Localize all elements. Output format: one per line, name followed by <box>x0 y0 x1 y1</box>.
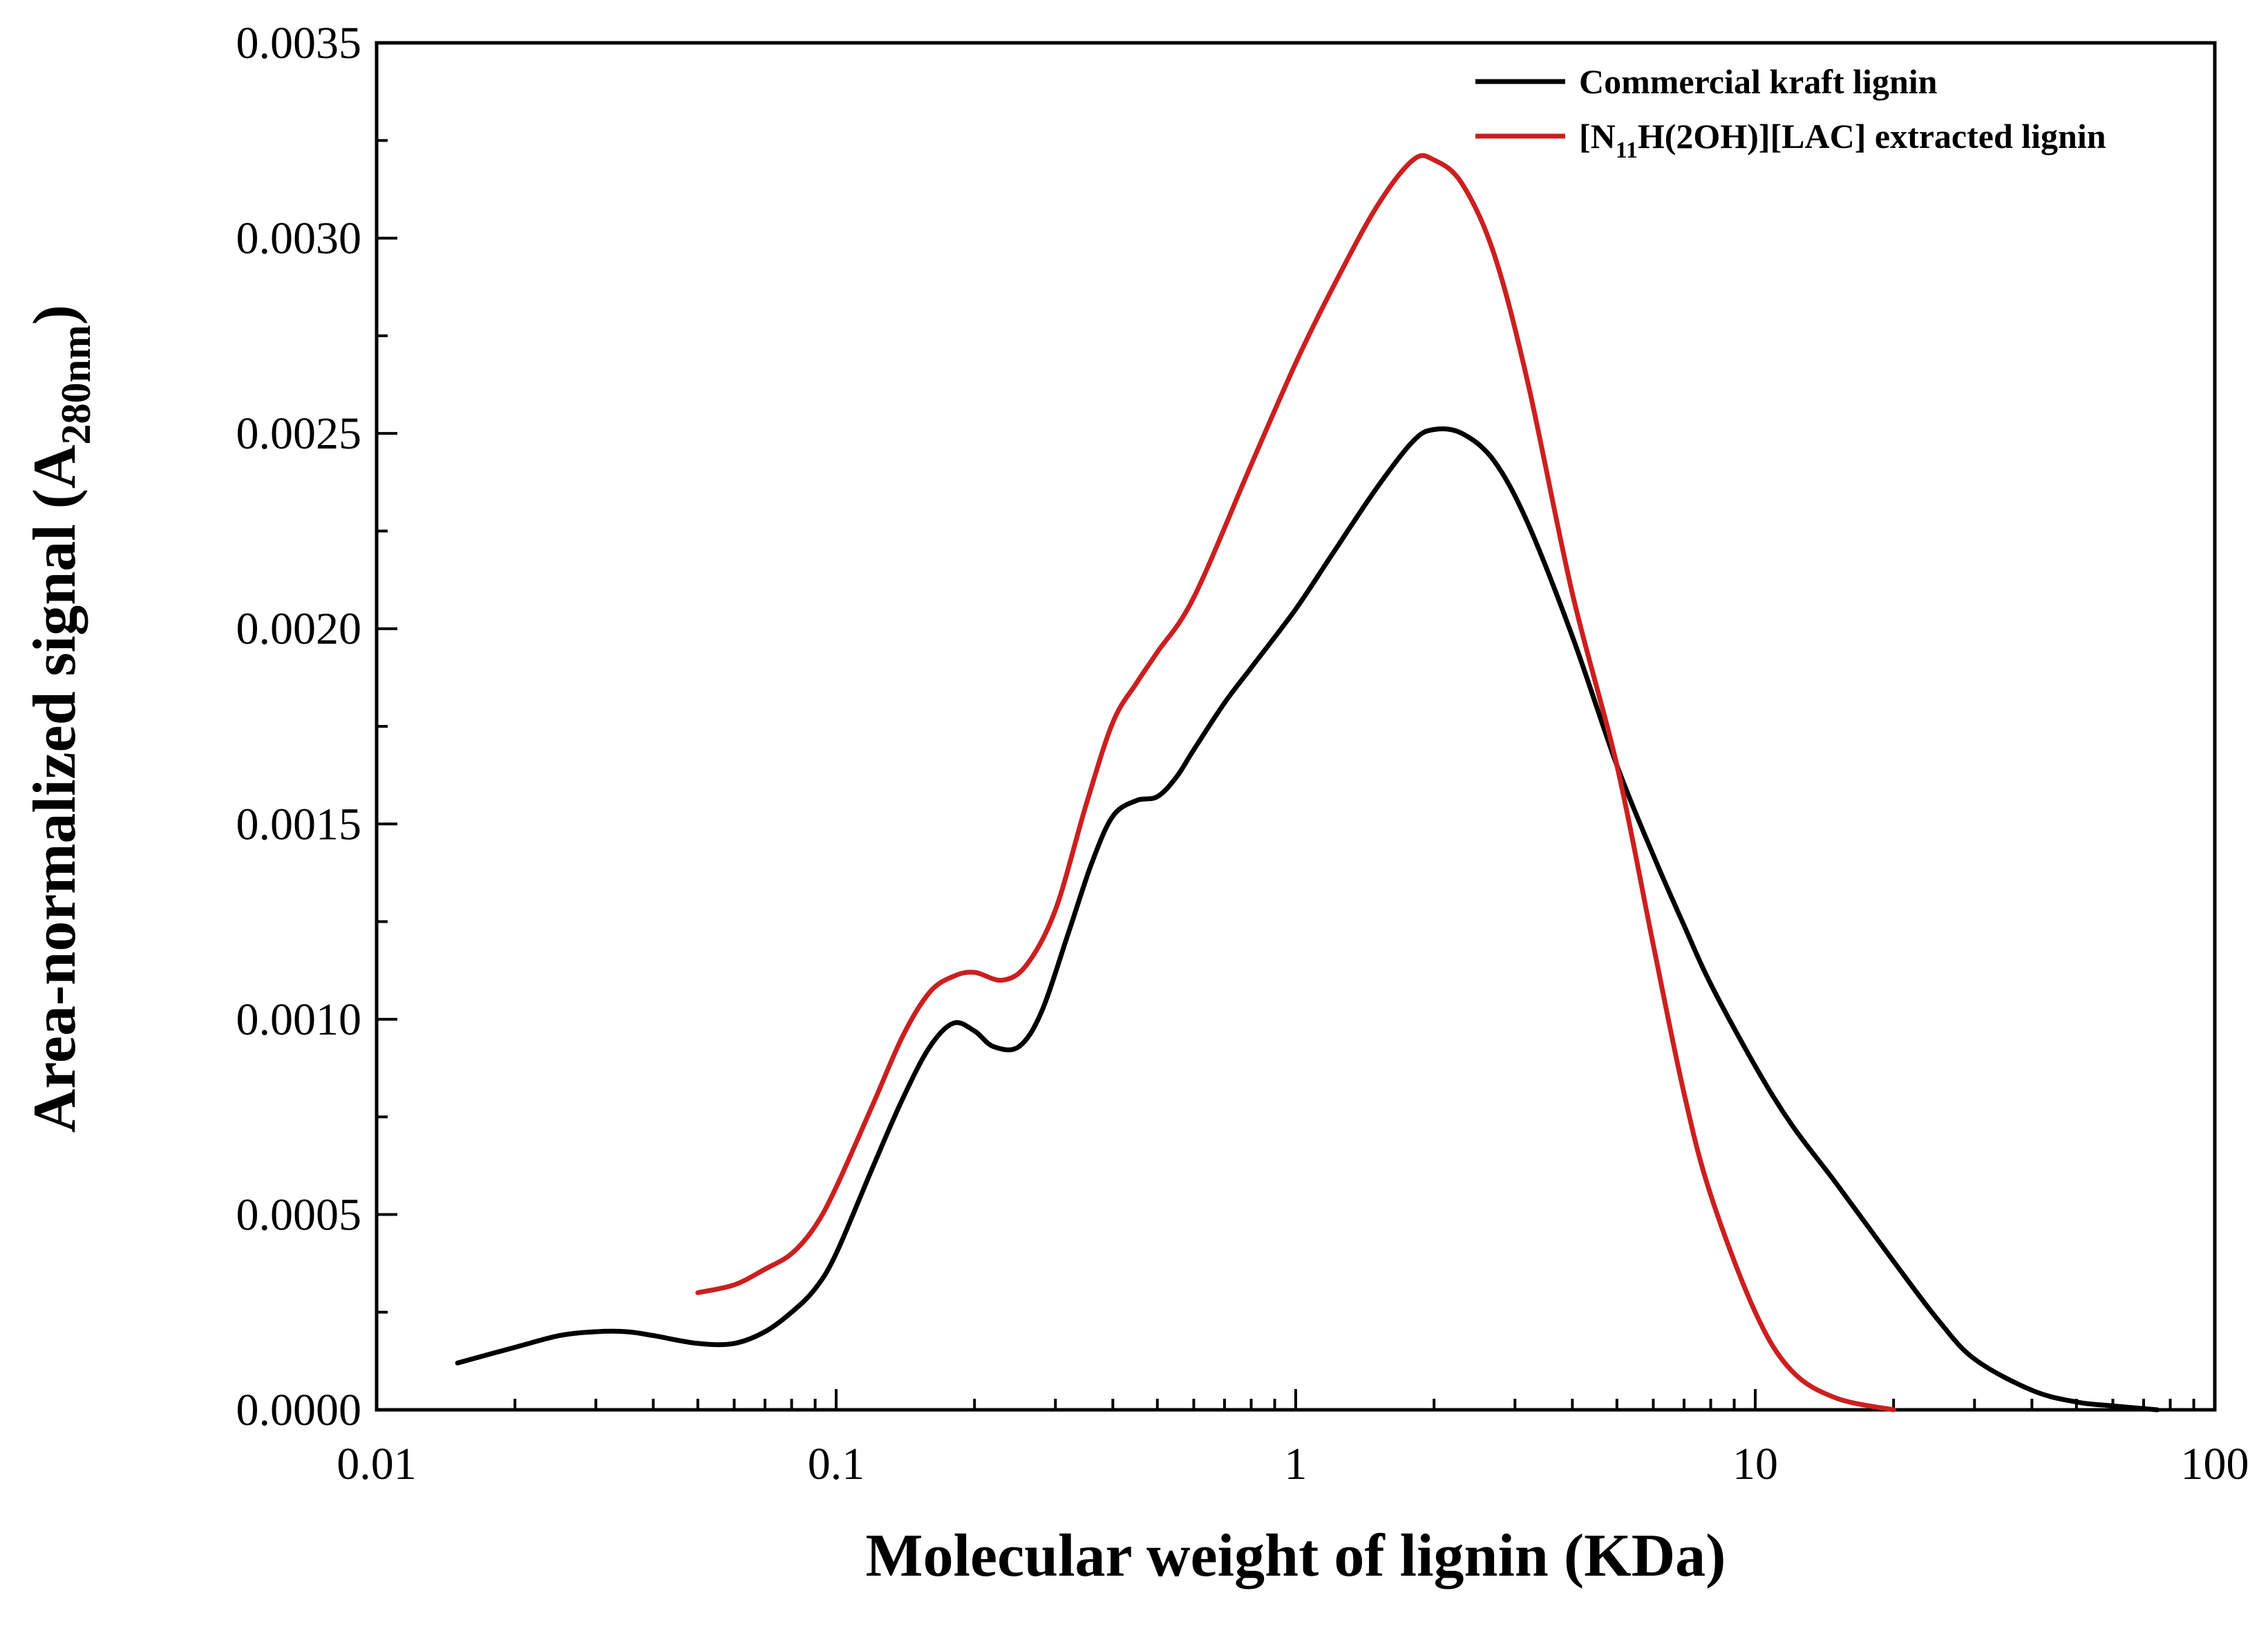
plot-area-frame <box>375 41 2217 1412</box>
y-axis-ticks: 0.0000 0.0005 0.0010 0.0015 0.0020 0.0025 0.00… <box>236 18 397 1435</box>
y-tick-label: 0.0025 <box>236 408 362 459</box>
x-axis-ticks: 0.01 0.1 1 10 100 <box>337 1389 2249 1489</box>
x-tick-label: 0.1 <box>808 1439 865 1489</box>
legend-label-commercial-kraft-lignin: Commercial kraft lignin <box>1579 62 1938 101</box>
y-tick-label: 0.0030 <box>236 214 362 264</box>
y-tick-label: 0.0020 <box>236 604 362 654</box>
x-axis-title: Molecular weight of lignin (KDa) <box>866 1522 1726 1589</box>
x-tick-label: 0.01 <box>337 1439 417 1489</box>
y-axis-title: Area-normalized signal (A280nm) <box>21 305 99 1133</box>
legend-label-extracted-lignin: [N11H(2OH)][LAC] extracted lignin <box>1579 117 2106 163</box>
y-tick-label: 0.0015 <box>236 799 362 849</box>
series-line-extracted-lignin <box>695 153 1896 1413</box>
y-tick-label: 0.0000 <box>236 1385 362 1435</box>
series-layer <box>455 153 2160 1413</box>
x-tick-label: 10 <box>1732 1439 1778 1489</box>
series-line-commercial-kraft-lignin <box>455 426 2160 1413</box>
y-tick-label: 0.0035 <box>236 18 362 68</box>
y-tick-label: 0.0010 <box>236 994 362 1045</box>
y-tick-label: 0.0005 <box>236 1189 362 1240</box>
legend: Commercial kraft lignin [N11H(2OH)][LAC]… <box>1475 62 2106 163</box>
x-tick-label: 1 <box>1285 1439 1307 1489</box>
x-tick-label: 100 <box>2181 1439 2249 1489</box>
